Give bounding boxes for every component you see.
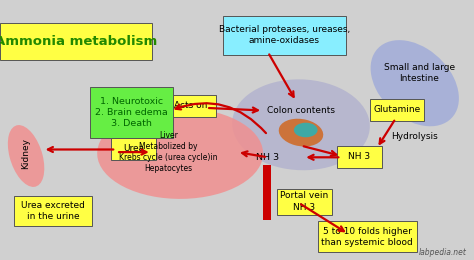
FancyArrowPatch shape [309,155,338,160]
Text: Acts on: Acts on [174,101,208,110]
FancyArrowPatch shape [48,147,113,152]
FancyArrowPatch shape [380,121,394,144]
Text: Urea: Urea [123,144,145,153]
FancyArrowPatch shape [209,108,258,113]
Text: Glutamine: Glutamine [374,105,420,114]
Text: 1. Neurotoxic
2. Brain edema
3. Death: 1. Neurotoxic 2. Brain edema 3. Death [95,97,168,128]
FancyArrowPatch shape [269,54,293,97]
FancyArrowPatch shape [175,103,266,133]
Text: Ammonia metabolism: Ammonia metabolism [0,35,157,48]
Text: Portal vein
NH 3: Portal vein NH 3 [281,191,328,212]
FancyBboxPatch shape [263,165,271,220]
FancyBboxPatch shape [370,99,424,121]
Ellipse shape [294,123,318,137]
FancyBboxPatch shape [0,23,152,60]
Text: Kidney: Kidney [22,138,30,169]
FancyBboxPatch shape [111,138,156,160]
FancyArrowPatch shape [304,146,336,156]
Ellipse shape [279,119,323,146]
Ellipse shape [232,79,370,170]
FancyBboxPatch shape [14,196,92,226]
Text: Small and large
Intestine: Small and large Intestine [384,63,455,83]
Text: Liver
Metabolized by
Krebs cycle (urea cycle)in
Hepatocytes: Liver Metabolized by Krebs cycle (urea c… [119,131,218,173]
FancyBboxPatch shape [337,146,382,168]
FancyBboxPatch shape [90,87,173,138]
Text: Bacterial proteases, ureases,
amine-oxidases: Bacterial proteases, ureases, amine-oxid… [219,25,350,45]
FancyArrowPatch shape [301,204,344,231]
FancyBboxPatch shape [223,16,346,55]
Text: NH 3: NH 3 [348,152,370,161]
Text: Urea excreted
in the urine: Urea excreted in the urine [21,201,85,221]
Text: labpedia.net: labpedia.net [419,248,467,257]
Text: Hydrolysis: Hydrolysis [392,132,438,141]
FancyBboxPatch shape [318,221,417,252]
Ellipse shape [8,125,44,187]
Text: 5 to 10 folds higher
than systemic blood: 5 to 10 folds higher than systemic blood [321,226,413,247]
Text: Colon contents: Colon contents [267,106,335,115]
FancyBboxPatch shape [277,188,332,214]
Ellipse shape [97,108,263,199]
FancyBboxPatch shape [166,95,216,117]
Text: NH 3: NH 3 [256,153,279,162]
Ellipse shape [371,40,459,126]
FancyArrowPatch shape [119,150,146,155]
FancyArrowPatch shape [242,151,265,157]
